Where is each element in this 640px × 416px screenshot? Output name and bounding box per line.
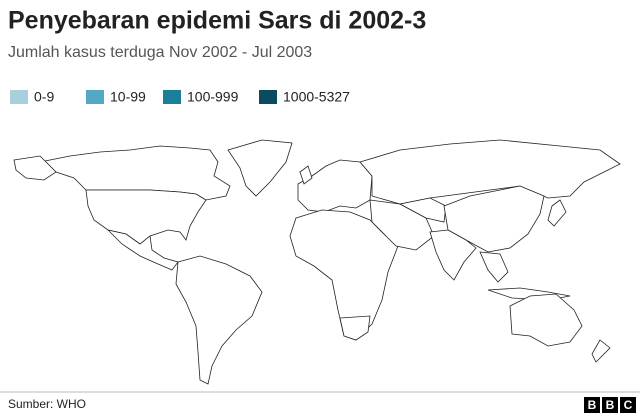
legend-swatch (259, 90, 277, 104)
source: Sumber: WHO (8, 397, 86, 411)
alaska (13, 155, 57, 181)
legend-swatch (86, 90, 104, 104)
south-america (175, 255, 263, 385)
mexico (106, 229, 179, 271)
legend: 0-9 10-99 100-999 1000-5327 (10, 89, 350, 105)
legend-label: 1000-5327 (283, 89, 350, 105)
logo-letter: C (624, 398, 633, 412)
logo-letter: B (588, 398, 597, 412)
europe (297, 159, 373, 213)
greenland (227, 139, 293, 197)
title: Penyebaran epidemi Sars di 2002-3 (8, 7, 426, 35)
uk (299, 165, 313, 185)
india (429, 229, 477, 281)
southeast-asia (479, 251, 509, 283)
africa (289, 209, 399, 341)
logo-block (584, 397, 600, 413)
australia (509, 293, 583, 347)
legend-label: 10-99 (110, 89, 146, 105)
new-zealand (591, 339, 611, 363)
legend-label: 0-9 (34, 89, 54, 105)
legend-swatch (163, 90, 181, 104)
japan (547, 199, 567, 227)
logo-letter: B (606, 398, 615, 412)
logo-block (602, 397, 618, 413)
legend-label: 100-999 (187, 89, 239, 105)
logo-block (620, 397, 636, 413)
legend-swatch (10, 90, 28, 104)
subtitle: Jumlah kasus terduga Nov 2002 - Jul 2003 (8, 44, 312, 61)
south-africa (339, 315, 371, 341)
world-map (13, 139, 621, 385)
usa (85, 189, 207, 245)
